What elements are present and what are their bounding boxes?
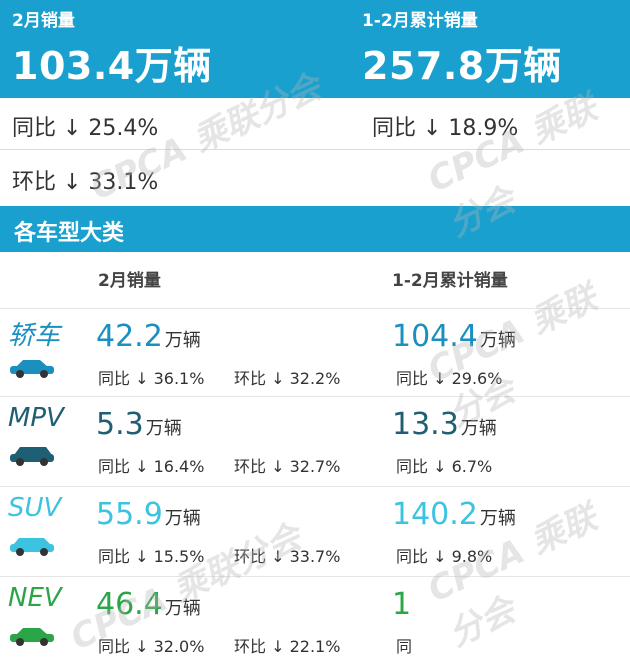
month-value: 55.9 万辆 <box>96 497 201 532</box>
yoy-cumulative-text: 同比 ↓ 18.9% <box>372 116 519 141</box>
cumulative-value: 140.2 万辆 <box>392 497 516 532</box>
category-row: NEV 46.4 万辆同比 ↓ 32.0% 环比 ↓ 22.1% 1 同 <box>0 576 630 664</box>
yoy-month-text: 同比 ↓ 25.4% <box>12 116 159 141</box>
month-yoy: 同比 ↓ 15.5% <box>98 547 205 566</box>
nev-icon <box>8 623 56 647</box>
mom-row: 环比 ↓ 33.1% <box>0 152 630 204</box>
cumulative-yoy: 同比 ↓ 29.6% <box>396 369 503 388</box>
cumulative-sales-block: 1-2月累计销量 257.8万辆 <box>362 6 562 90</box>
cumulative-yoy: 同比 ↓ 9.8% <box>396 547 493 566</box>
cumulative-yoy: 同比 ↓ 6.7% <box>396 457 493 476</box>
month-yoy: 同比 ↓ 16.4% <box>98 457 205 476</box>
month-yoy: 同比 ↓ 36.1% <box>98 369 205 388</box>
category-name: NEV <box>8 583 62 613</box>
column-header-cumulative: 1-2月累计销量 <box>392 271 508 291</box>
category-row: 轿车 42.2 万辆同比 ↓ 36.1% 环比 ↓ 32.2% 104.4 万辆同比 ↓ … <box>0 308 630 396</box>
category-name: MPV <box>8 403 64 433</box>
month-value: 42.2 万辆 <box>96 319 201 354</box>
month-value: 5.3 万辆 <box>96 407 182 442</box>
yoy-row: 同比 ↓ 25.4% 同比 ↓ 18.9% <box>0 98 630 150</box>
month-yoy: 同比 ↓ 32.0% <box>98 637 205 656</box>
mom-month-text: 环比 ↓ 33.1% <box>12 170 159 195</box>
month-mom: 环比 ↓ 32.2% <box>234 369 341 388</box>
cumulative-value: 104.4 万辆 <box>392 319 516 354</box>
mpv-icon <box>8 443 56 467</box>
summary-header: 2月销量 103.4万辆 1-2月累计销量 257.8万辆 <box>0 0 630 98</box>
section-title: 各车型大类 <box>14 221 125 246</box>
category-name: 轿车 <box>8 321 61 351</box>
cumulative-value: 1 <box>392 587 412 622</box>
section-bar: 各车型大类 <box>0 206 630 252</box>
monthly-sales-value: 103.4万辆 <box>12 44 212 88</box>
category-row: SUV 55.9 万辆同比 ↓ 15.5% 环比 ↓ 33.7% 140.2 万辆同比 ↓… <box>0 486 630 574</box>
suv-icon <box>8 533 56 557</box>
category-row: MPV 5.3 万辆同比 ↓ 16.4% 环比 ↓ 32.7% 13.3 万辆同比 ↓ 6… <box>0 396 630 484</box>
monthly-sales-block: 2月销量 103.4万辆 <box>12 6 212 90</box>
month-mom: 环比 ↓ 32.7% <box>234 457 341 476</box>
cumulative-sales-label: 1-2月累计销量 <box>362 11 478 31</box>
category-name: SUV <box>8 493 62 523</box>
sedan-icon <box>8 355 56 379</box>
cumulative-yoy: 同 <box>396 637 413 656</box>
month-mom: 环比 ↓ 33.7% <box>234 547 341 566</box>
column-header-month: 2月销量 <box>98 271 161 291</box>
month-value: 46.4 万辆 <box>96 587 201 622</box>
monthly-sales-label: 2月销量 <box>12 11 75 31</box>
cumulative-sales-value: 257.8万辆 <box>362 44 562 88</box>
cumulative-value: 13.3 万辆 <box>392 407 497 442</box>
month-mom: 环比 ↓ 22.1% <box>234 637 341 656</box>
